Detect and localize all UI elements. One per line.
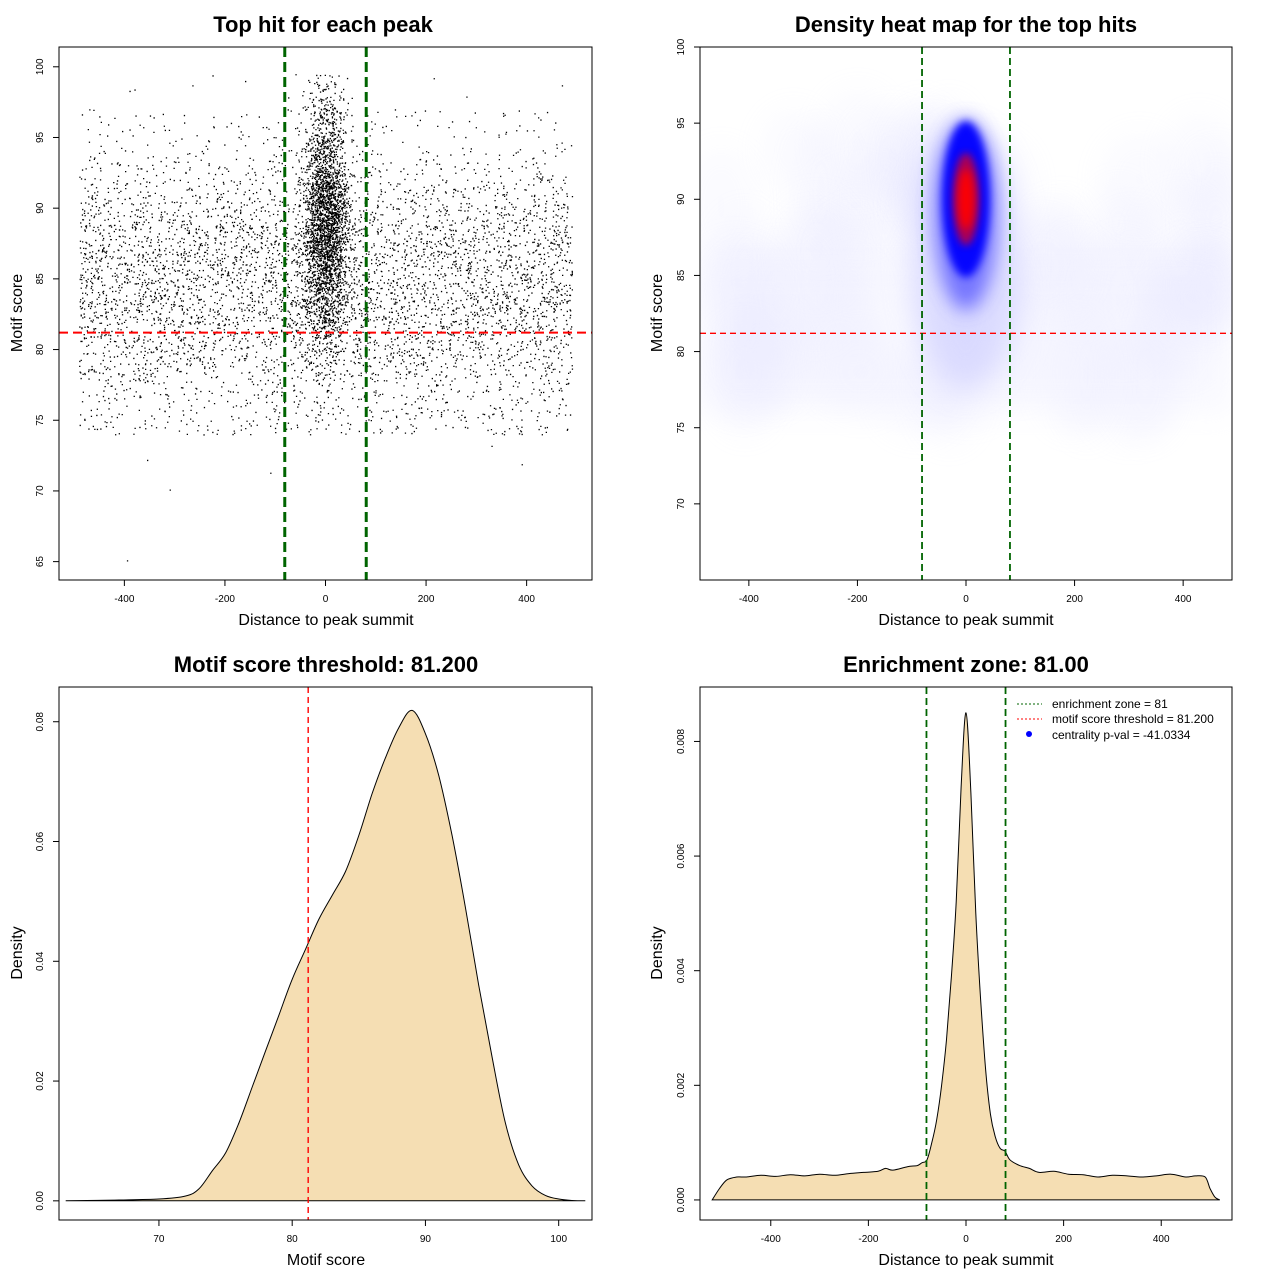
x-tick-label: -200: [215, 594, 235, 605]
y-tick-label: 80: [35, 344, 46, 356]
distance-density-x-label: Distance to peak summit: [878, 1252, 1054, 1269]
panel-score-density: Motif score threshold: 81.200 70 80 90 100 …: [9, 652, 593, 1269]
y-tick-label: 100: [676, 38, 687, 55]
y-tick-label: 0.06: [35, 831, 46, 851]
heatmap-y-label: Motif score: [649, 274, 666, 352]
score-density-y-ticks: 0.00 0.02 0.04 0.06 0.08: [35, 712, 59, 1211]
heatmap-title: Density heat map for the top hits: [795, 12, 1137, 37]
y-tick-label: 0.006: [676, 843, 687, 868]
y-tick-label: 100: [35, 58, 46, 75]
legend-threshold-label: motif score threshold = 81.200: [1052, 712, 1214, 726]
heat-core-red: [958, 169, 974, 230]
x-tick-label: -200: [858, 1234, 878, 1245]
x-tick-label: 90: [420, 1234, 432, 1245]
y-tick-label: 75: [676, 422, 687, 434]
score-density-title: Motif score threshold: 81.200: [174, 652, 478, 677]
heatmap-x-ticks: -400 -200 0 200 400: [739, 580, 1192, 605]
score-density-x-label: Motif score: [287, 1252, 365, 1269]
scatter-point-cloud: [79, 74, 574, 562]
y-tick-label: 80: [676, 346, 687, 358]
x-tick-label: 70: [153, 1234, 165, 1245]
x-tick-label: 400: [518, 594, 535, 605]
score-density-y-label: Density: [9, 926, 26, 979]
legend-pval-label: centrality p-val = -41.0334: [1052, 728, 1191, 742]
scatter-reference-lines: [59, 47, 592, 580]
y-tick-label: 0.002: [676, 1072, 687, 1097]
y-tick-label: 0.04: [35, 951, 46, 971]
scatter-y-label: Motif score: [9, 274, 26, 352]
y-tick-label: 65: [35, 556, 46, 568]
y-tick-label: 0.08: [35, 712, 46, 732]
distance-density-title: Enrichment zone: 81.00: [843, 652, 1089, 677]
y-tick-label: 0.008: [676, 728, 687, 753]
panel-distance-density: Enrichment zone: 81.00 -400 -200 0 200 400 0…: [649, 652, 1233, 1269]
x-tick-label: -200: [847, 594, 867, 605]
x-tick-label: 100: [550, 1234, 567, 1245]
legend-pval-key: [1026, 731, 1032, 737]
y-tick-label: 0.000: [676, 1187, 687, 1212]
y-tick-label: 70: [35, 485, 46, 497]
x-tick-label: 200: [1066, 594, 1083, 605]
y-tick-label: 95: [676, 117, 687, 129]
x-tick-label: 80: [287, 1234, 299, 1245]
heatmap-reference-lines: [700, 47, 1232, 580]
y-tick-label: 90: [676, 193, 687, 205]
scatter-y-ticks: 65 70 75 80 85 90 95 100: [35, 58, 59, 567]
heatmap-y-ticks: 70 75 80 85 90 95 100: [676, 38, 700, 509]
y-tick-label: 70: [676, 498, 687, 510]
x-tick-label: 400: [1175, 594, 1192, 605]
x-tick-label: 0: [323, 594, 329, 605]
scatter-x-ticks: -400 -200 0 200 400: [114, 580, 535, 605]
x-tick-label: -400: [114, 594, 134, 605]
x-tick-label: 200: [1055, 1234, 1072, 1245]
heatmap-density-field: [700, 88, 1232, 446]
y-tick-label: 0.004: [676, 958, 687, 983]
scatter-x-label: Distance to peak summit: [238, 612, 414, 629]
y-tick-label: 0.02: [35, 1071, 46, 1091]
y-tick-label: 75: [35, 414, 46, 426]
y-tick-label: 0.00: [35, 1191, 46, 1211]
y-tick-label: 85: [35, 273, 46, 285]
x-tick-label: 0: [963, 1234, 969, 1245]
distance-density-y-label: Density: [649, 926, 666, 979]
panel-scatter: Top hit for each peak -400 -200 0 200 400 65…: [9, 12, 593, 629]
x-tick-label: -400: [739, 594, 759, 605]
enrichment-zone-lines: [925, 687, 1007, 1220]
y-tick-label: 90: [35, 202, 46, 214]
heat-haze-blob: [1161, 113, 1232, 211]
distance-density-x-ticks: -400 -200 0 200 400: [761, 1220, 1170, 1245]
scatter-title: Top hit for each peak: [213, 12, 433, 37]
x-tick-label: -400: [761, 1234, 781, 1245]
legend: enrichment zone = 81 motif score thresho…: [1017, 697, 1214, 742]
x-tick-label: 400: [1153, 1234, 1170, 1245]
distance-density-y-ticks: 0.000 0.002 0.004 0.006 0.008: [676, 728, 700, 1212]
distance-density-area: [711, 712, 1221, 1201]
panel-heatmap: Density heat map for the top hits -400 -2…: [649, 12, 1233, 629]
y-tick-label: 85: [676, 269, 687, 281]
scatter-points: [79, 74, 574, 562]
x-tick-label: 200: [418, 594, 435, 605]
score-density-area: [65, 709, 586, 1202]
x-tick-label: 0: [963, 594, 969, 605]
score-density-frame: [58, 686, 593, 1221]
legend-enrichment-label: enrichment zone = 81: [1052, 697, 1168, 711]
y-tick-label: 95: [35, 131, 46, 143]
heatmap-x-label: Distance to peak summit: [878, 612, 1054, 629]
score-density-x-ticks: 70 80 90 100: [153, 1220, 567, 1245]
